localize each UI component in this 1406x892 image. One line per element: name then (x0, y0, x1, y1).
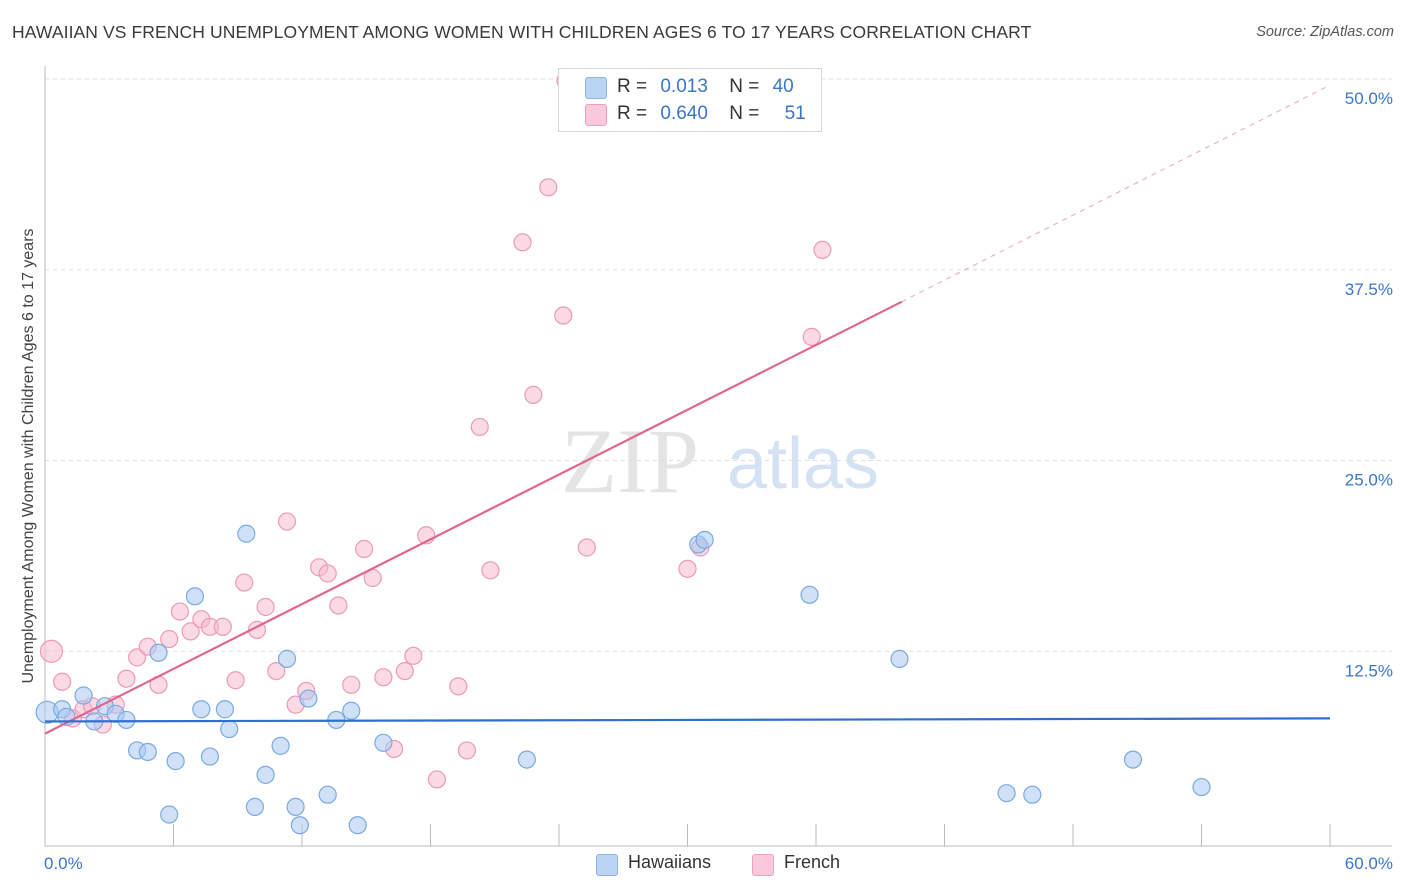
french-point (267, 661, 286, 681)
hawaiians-point (1192, 777, 1211, 797)
hawaiians-point (138, 742, 157, 762)
hawaiians-point (160, 805, 179, 824)
hawaiians-point (74, 686, 93, 705)
hawaiians-point (215, 700, 234, 719)
french-point (374, 668, 393, 687)
french-point (318, 564, 337, 583)
bottom-legend-label-french: French (784, 852, 841, 872)
french-point (235, 573, 254, 592)
hawaiians-point (286, 797, 305, 817)
source-label: Source: ZipAtlas.com (1256, 24, 1394, 40)
legend-n-label: N = (729, 76, 760, 97)
y-tick-label: 25.0% (1345, 471, 1393, 490)
hawaiians-point (299, 689, 318, 708)
legend-n-value: 40 (772, 76, 794, 97)
hawaiians-point (245, 797, 264, 817)
hawaiians-point (149, 643, 168, 662)
french-point (449, 677, 468, 696)
hawaiians-trend-line (44, 717, 1331, 723)
hawaiians-point (166, 752, 185, 771)
y-tick-label: 50.0% (1345, 89, 1393, 108)
french-point (513, 233, 532, 252)
chart-title: HAWAIIAN VS FRENCH UNEMPLOYMENT AMONG WO… (12, 22, 1032, 42)
french-point (127, 648, 147, 667)
french-point (226, 671, 245, 690)
french-trend-line (44, 300, 903, 735)
legend-swatch-hawaiians (585, 77, 607, 99)
legend-r-label: R = (617, 103, 648, 124)
french-point (53, 672, 72, 691)
y-tick-label: 12.5% (1345, 661, 1393, 680)
hawaiians-point (342, 701, 361, 720)
hawaiians-point (271, 736, 290, 755)
french-point (813, 240, 832, 260)
y-tick-label: 37.5% (1345, 280, 1393, 299)
french-point (404, 646, 423, 665)
french-point (213, 617, 232, 636)
french-point (802, 327, 821, 346)
hawaiians-point (997, 784, 1016, 803)
hawaiians-point (800, 585, 819, 604)
hawaiians-point (695, 530, 714, 549)
french-point (355, 539, 374, 559)
french-point (329, 596, 348, 615)
correlation-legend: R = 0.013 N = 40 R = 0.640 N = 51 (558, 68, 822, 132)
french-point (524, 385, 543, 404)
french-point (577, 538, 596, 557)
hawaiians-point (185, 587, 205, 606)
bottom-legend-swatch-french (752, 854, 774, 876)
hawaiians-point (1123, 750, 1143, 769)
french-point (117, 669, 136, 688)
hawaiians-point (1023, 785, 1042, 804)
legend-n-label: N = (729, 103, 760, 124)
french-point (170, 602, 190, 621)
hawaiians-point (318, 785, 337, 804)
hawaiians-point (256, 765, 275, 784)
legend-n-value: 51 (784, 103, 806, 124)
french-point (554, 306, 573, 325)
french-point (678, 559, 697, 578)
french-point (39, 639, 64, 663)
x-tick-label: 0.0% (44, 854, 83, 873)
legend-swatch-french (585, 104, 607, 126)
x-tick-label: 60.0% (1345, 854, 1393, 873)
hawaiians-point (290, 816, 309, 835)
french-point (539, 178, 558, 197)
legend-r-label: R = (617, 76, 648, 97)
hawaiians-point (890, 649, 909, 668)
french-point (395, 661, 414, 681)
hawaiians-point (192, 700, 211, 719)
french-point (256, 597, 275, 617)
bottom-legend-label-hawaiians: Hawaiians (628, 852, 712, 872)
french-trend-extension (901, 84, 1331, 303)
french-point (481, 561, 500, 580)
hawaiians-point (277, 649, 297, 668)
hawaiians-point (200, 747, 220, 766)
french-point (470, 417, 489, 437)
hawaiians-point (517, 750, 536, 769)
french-point (342, 675, 361, 694)
legend-r-value: 0.640 (660, 103, 708, 124)
legend-r-value: 0.013 (660, 76, 708, 97)
french-point (181, 622, 200, 641)
hawaiians-point (374, 733, 393, 752)
french-point (457, 741, 477, 760)
hawaiians-point (237, 524, 256, 543)
hawaiians-point (348, 816, 367, 835)
hawaiians-point (220, 719, 239, 739)
french-point (277, 512, 297, 531)
hawaiians-point (117, 710, 136, 730)
bottom-legend-swatch-hawaiians (596, 854, 618, 876)
french-point (160, 629, 179, 649)
french-point (427, 770, 447, 789)
